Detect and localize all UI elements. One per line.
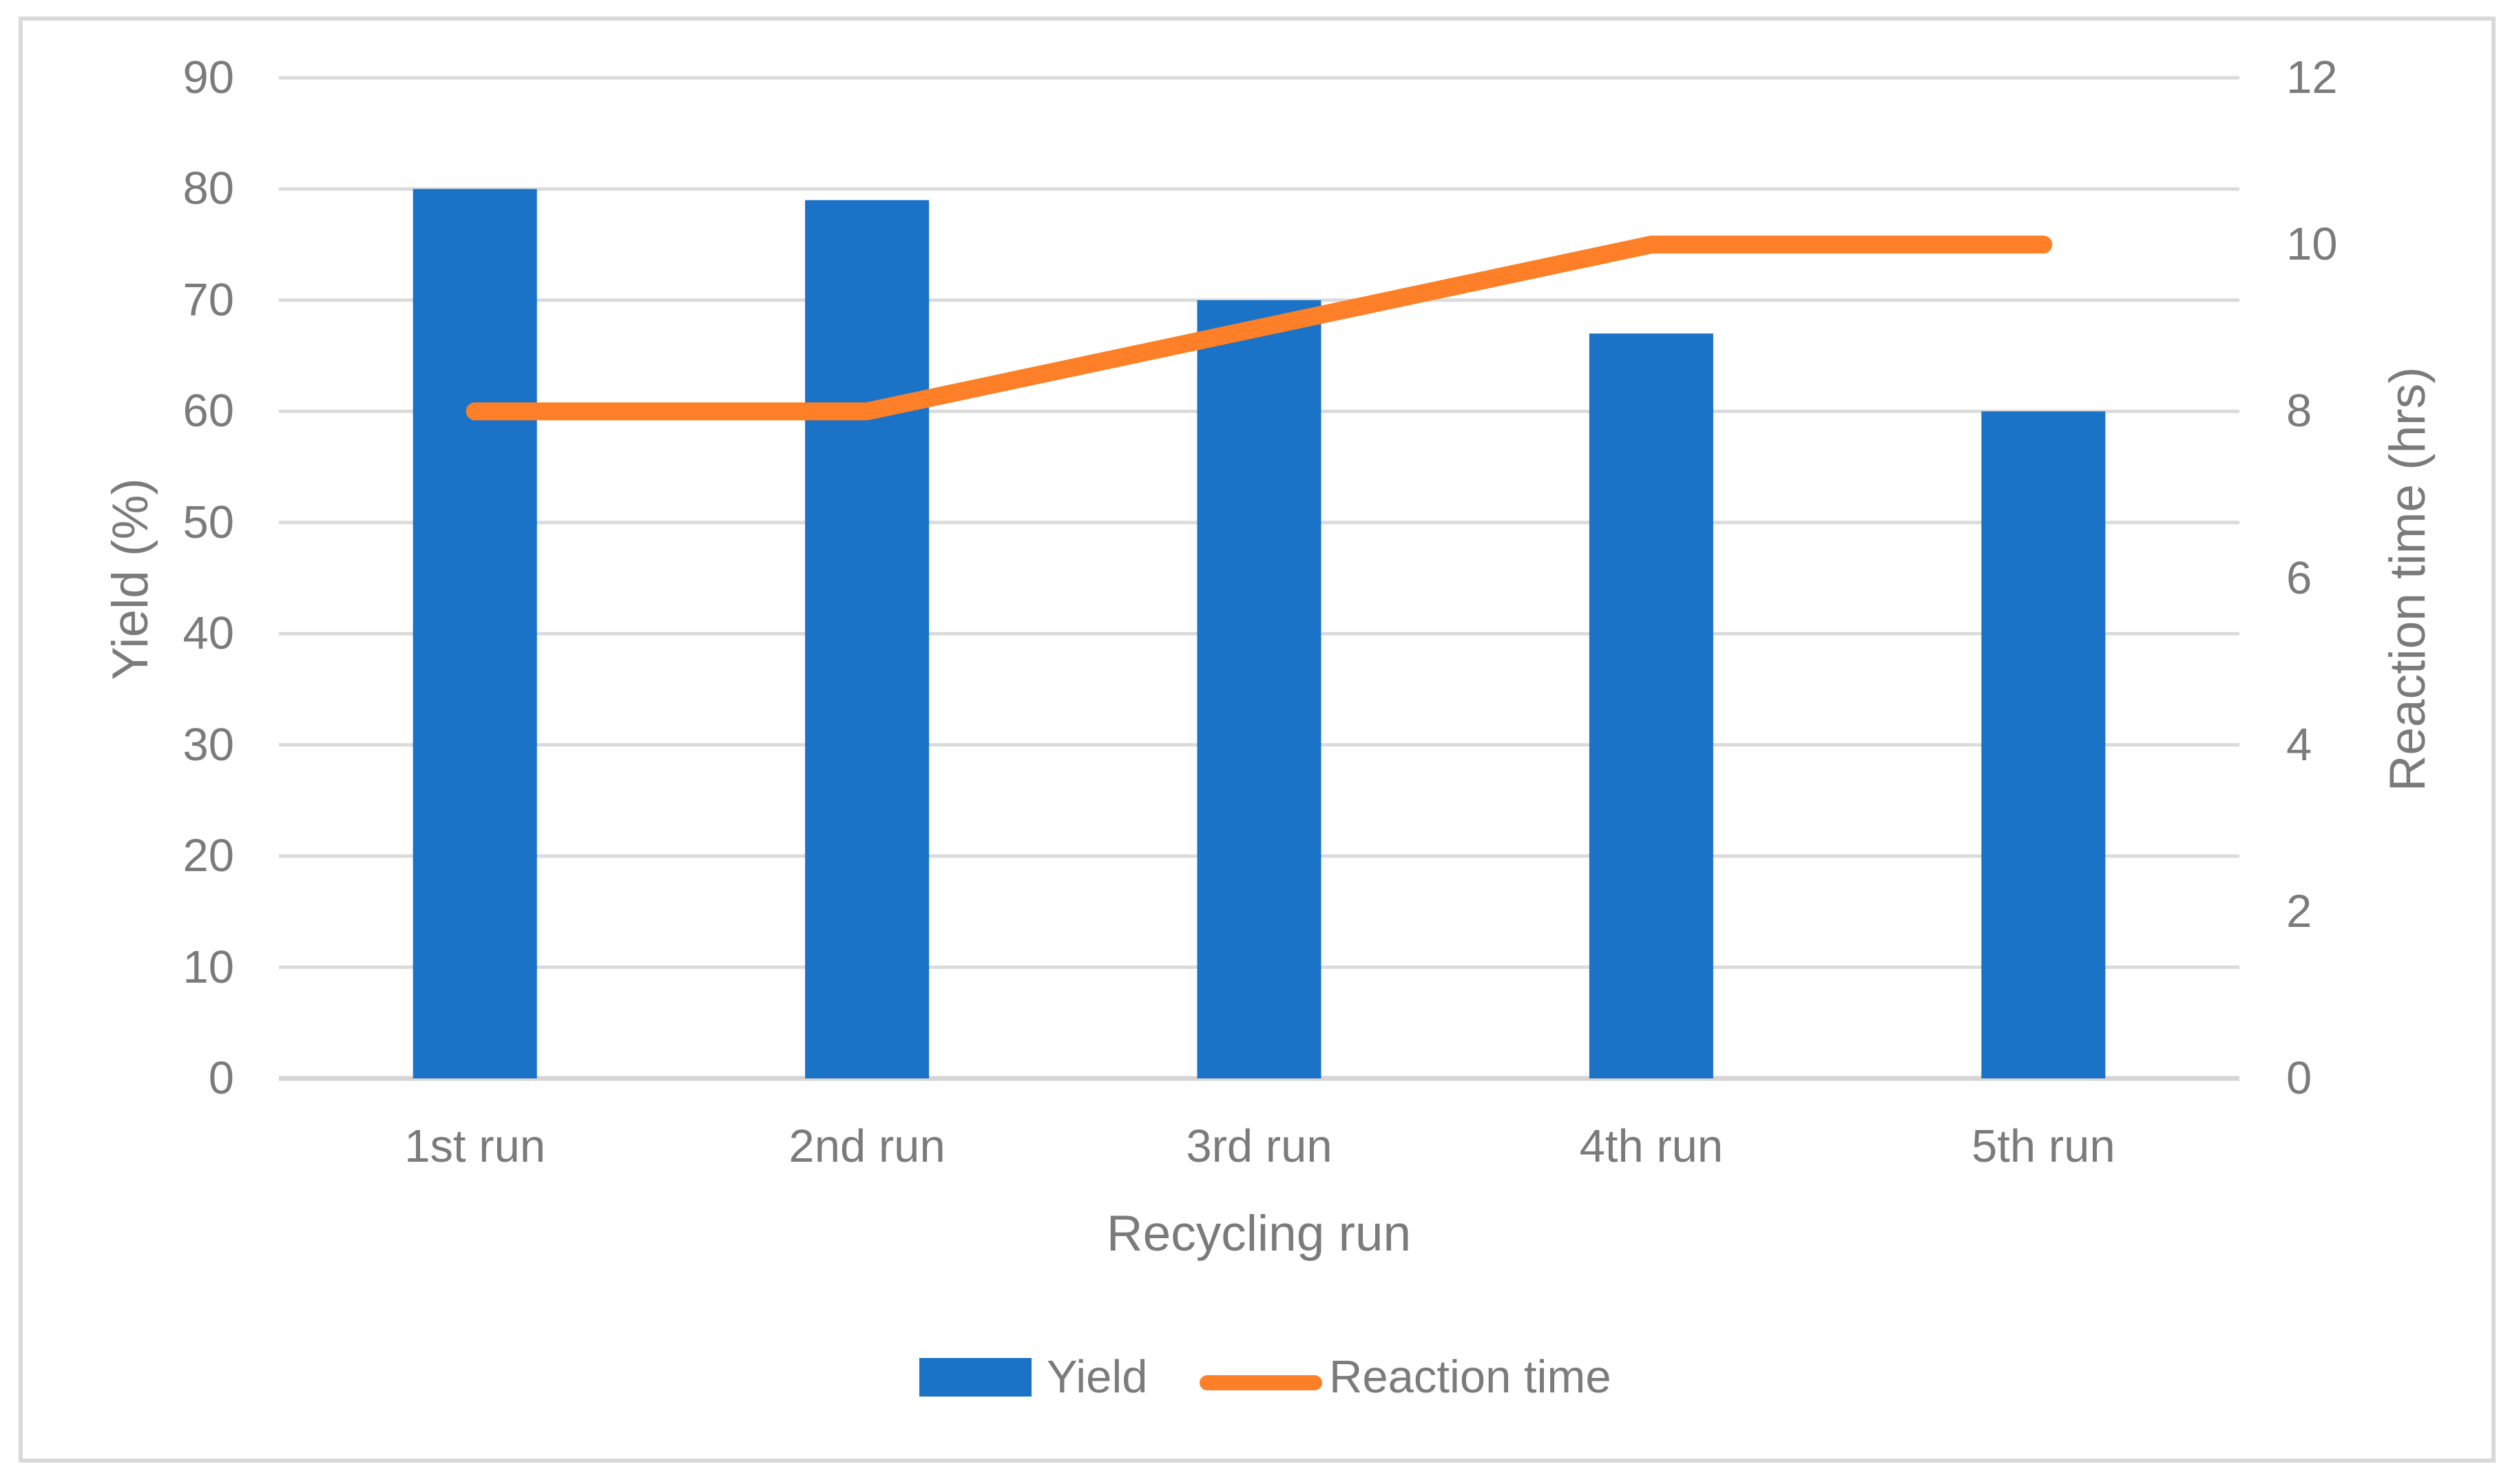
left-tick-20: 20	[182, 830, 234, 882]
left-tick-60: 60	[182, 385, 234, 437]
bar-3rd-run	[1197, 300, 1321, 1078]
x-category-5th-run: 5th run	[1972, 1120, 2115, 1172]
left-tick-30: 30	[182, 718, 234, 771]
x-category-3rd-run: 3rd run	[1186, 1120, 1332, 1172]
left-axis-title: Yield (%)	[103, 478, 158, 680]
x-category-4th-run: 4th run	[1579, 1120, 1724, 1172]
left-tick-0: 0	[208, 1052, 234, 1104]
bar-2nd-run	[805, 200, 930, 1079]
x-axis-title: Recycling run	[1106, 1206, 1412, 1262]
bar-4th-run	[1589, 333, 1713, 1078]
x-category-1st-run: 1st run	[404, 1120, 546, 1172]
legend-label-yield: Yield	[1047, 1351, 1148, 1403]
reaction-time-line	[466, 236, 2053, 421]
right-tick-0: 0	[2286, 1052, 2312, 1104]
right-tick-12: 12	[2286, 52, 2338, 103]
left-tick-80: 80	[182, 163, 234, 215]
left-tick-70: 70	[182, 273, 234, 326]
legend-swatch-yield	[919, 1358, 1032, 1397]
legend-label-reaction-time: Reaction time	[1329, 1351, 1611, 1403]
right-tick-6: 6	[2286, 552, 2312, 604]
legend-swatch-reaction-time	[1200, 1375, 1322, 1390]
left-tick-90: 90	[182, 52, 234, 103]
left-tick-50: 50	[182, 496, 234, 548]
right-tick-2: 2	[2286, 885, 2312, 937]
bar-1st-run	[412, 189, 537, 1078]
left-tick-10: 10	[182, 941, 234, 993]
right-tick-8: 8	[2286, 385, 2312, 437]
x-category-2nd-run: 2nd run	[788, 1120, 945, 1172]
right-tick-10: 10	[2286, 218, 2338, 271]
right-tick-4: 4	[2286, 718, 2312, 771]
bar-5th-run	[1981, 411, 2106, 1078]
left-tick-40: 40	[182, 607, 234, 660]
figure-border	[19, 17, 2496, 1463]
right-axis-title: Reaction time (hrs)	[2380, 366, 2436, 792]
